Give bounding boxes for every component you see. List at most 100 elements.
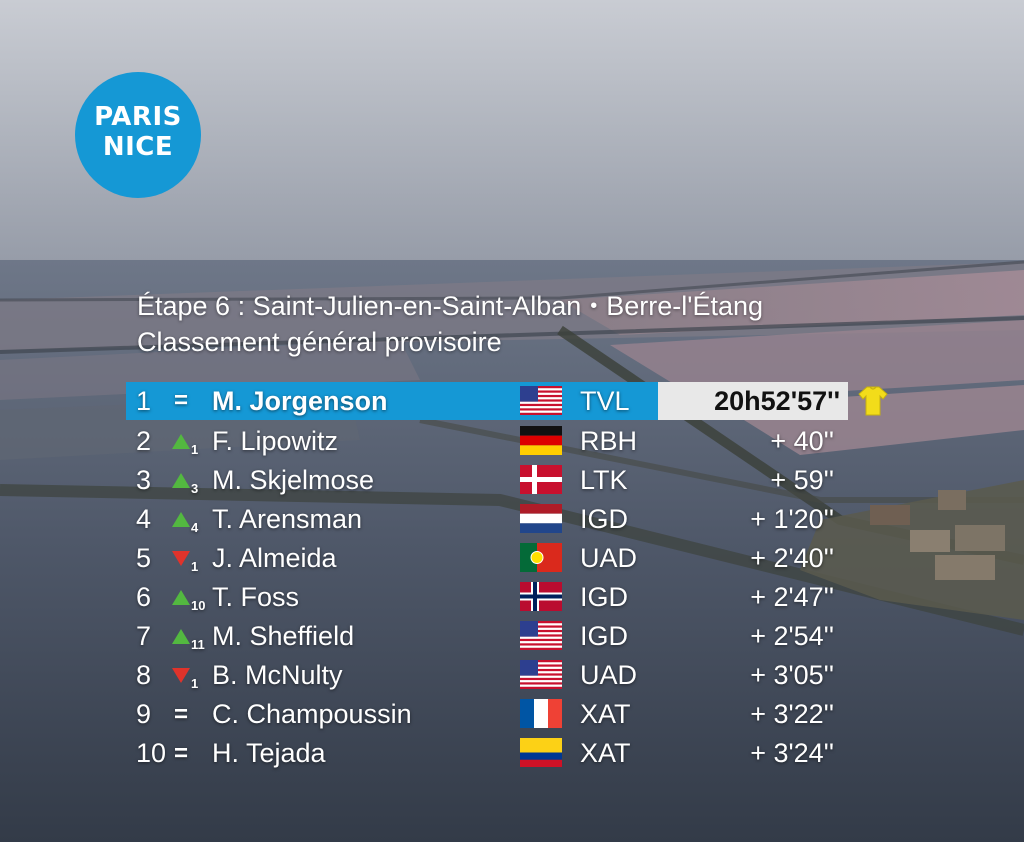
team-code: LTK bbox=[580, 465, 628, 495]
team-code: IGD bbox=[580, 582, 629, 612]
arrow-down-icon bbox=[172, 668, 190, 683]
rank-change: = bbox=[170, 695, 206, 734]
table-row: 10 = H. Tejada XAT + 3'24'' bbox=[126, 734, 886, 773]
places-lost: 1 bbox=[191, 559, 199, 574]
time-gap: + 2'47'' bbox=[750, 582, 834, 612]
team-code: TVL bbox=[580, 386, 630, 416]
places-gained: 3 bbox=[191, 481, 199, 496]
table-row: 7 11 M. Sheffield IGD + 2'54'' bbox=[126, 617, 886, 656]
rank-position: 10 bbox=[136, 738, 167, 768]
usa-flag-icon bbox=[520, 660, 562, 689]
time-gap: + 40'' bbox=[770, 426, 834, 456]
time-gap: + 2'54'' bbox=[750, 621, 834, 651]
logo-text-paris: PARIS bbox=[94, 102, 182, 132]
rank-position: 2 bbox=[136, 426, 152, 456]
arrow-up-icon bbox=[172, 629, 190, 644]
team-code: RBH bbox=[580, 426, 638, 456]
places-gained: 10 bbox=[191, 598, 206, 613]
paris-nice-logo: PARIS NICE bbox=[75, 72, 201, 198]
rider-name: M. Sheffield bbox=[212, 621, 355, 651]
table-row: 9 = C. Champoussin XAT + 3'22'' bbox=[126, 695, 886, 734]
france-flag-icon bbox=[520, 699, 562, 728]
rider-name: J. Almeida bbox=[212, 543, 337, 573]
leader-time-box bbox=[658, 382, 848, 420]
route-separator: • bbox=[590, 295, 598, 317]
rider-name: H. Tejada bbox=[212, 738, 326, 768]
unchanged-marker: = bbox=[174, 701, 189, 728]
norway-flag-icon bbox=[520, 582, 562, 611]
arrow-up-icon bbox=[172, 590, 190, 605]
team-code: UAD bbox=[580, 543, 638, 573]
rank-position: 5 bbox=[136, 543, 152, 573]
rider-name: C. Champoussin bbox=[212, 699, 412, 729]
places-gained: 4 bbox=[191, 520, 199, 535]
rank-change: 3 bbox=[170, 461, 206, 500]
rider-name: B. McNulty bbox=[212, 660, 343, 690]
rider-name: T. Arensman bbox=[212, 504, 363, 534]
arrow-up-icon bbox=[172, 473, 190, 488]
rank-change: 10 bbox=[170, 578, 206, 617]
places-gained: 11 bbox=[191, 637, 205, 652]
stage-route-end: Berre-l'Étang bbox=[606, 291, 764, 321]
leader-row: 1 = M. Jorgenson TVL 20h52'57'' bbox=[126, 382, 888, 420]
rank-position: 6 bbox=[136, 582, 152, 612]
general-classification-table: 1 = M. Jorgenson TVL 20h52'57'' 2 1 F. Lipowit… bbox=[126, 382, 888, 773]
time-gap: + 1'20'' bbox=[750, 504, 834, 534]
netherlands-flag-icon bbox=[520, 504, 562, 533]
time-gap: + 3'22'' bbox=[750, 699, 834, 729]
rank-position: 3 bbox=[136, 465, 152, 495]
unchanged-marker: = bbox=[174, 387, 189, 414]
usa-flag-icon bbox=[520, 386, 562, 415]
places-lost: 1 bbox=[191, 676, 199, 691]
standings-header: Étape 6 : Saint-Julien-en-Saint-Alban • Be… bbox=[137, 288, 763, 360]
rider-name: M. Skjelmose bbox=[212, 465, 375, 495]
rank-change: 1 bbox=[170, 539, 206, 578]
table-row: 8 1 B. McNulty UAD + 3'05'' bbox=[126, 656, 886, 695]
rider-name: F. Lipowitz bbox=[212, 426, 339, 456]
arrow-up-icon bbox=[172, 434, 190, 449]
usa-flag-icon bbox=[520, 621, 562, 650]
rider-name: T. Foss bbox=[212, 582, 300, 612]
colombia-flag-icon bbox=[520, 738, 562, 767]
leader-highlight-bar bbox=[126, 382, 658, 420]
table-row: 6 10 T. Foss IGD + 2'47'' bbox=[126, 578, 886, 617]
denmark-flag-icon bbox=[520, 465, 562, 494]
arrow-up-icon bbox=[172, 512, 190, 527]
stage-title: Étape 6 : Saint-Julien-en-Saint-Alban • Be… bbox=[137, 288, 763, 324]
rank-change: 4 bbox=[170, 500, 206, 539]
classification-title: Classement général provisoire bbox=[137, 327, 502, 357]
logo-text-nice: NICE bbox=[102, 132, 174, 162]
time-gap: + 59'' bbox=[770, 465, 834, 495]
team-code: UAD bbox=[580, 660, 638, 690]
rider-name: M. Jorgenson bbox=[212, 386, 388, 416]
rank-change: 11 bbox=[170, 617, 206, 656]
stage-route-start: Étape 6 : Saint-Julien-en-Saint-Alban bbox=[137, 291, 582, 321]
time-gap: + 3'05'' bbox=[750, 660, 834, 690]
rank-change: = bbox=[170, 734, 206, 773]
table-row: 5 1 J. Almeida UAD + 2'40'' bbox=[126, 539, 886, 578]
leader-time: 20h52'57'' bbox=[714, 386, 840, 416]
places-gained: 1 bbox=[191, 442, 199, 457]
unchanged-marker: = bbox=[174, 740, 189, 767]
time-gap: + 2'40'' bbox=[750, 543, 834, 573]
team-code: IGD bbox=[580, 621, 629, 651]
team-code: XAT bbox=[580, 738, 631, 768]
team-code: IGD bbox=[580, 504, 629, 534]
table-row: 4 4 T. Arensman IGD + 1'20'' bbox=[126, 500, 886, 539]
rank-position: 1 bbox=[136, 386, 152, 416]
arrow-down-icon bbox=[172, 551, 190, 566]
germany-flag-icon bbox=[520, 426, 562, 455]
rank-change: 1 bbox=[170, 656, 206, 695]
rank-position: 8 bbox=[136, 660, 152, 690]
portugal-flag-icon bbox=[520, 543, 562, 572]
time-gap: + 3'24'' bbox=[750, 738, 834, 768]
table-row: 2 1 F. Lipowitz RBH + 40'' bbox=[126, 422, 886, 461]
yellow-jersey-icon bbox=[858, 385, 888, 417]
rank-position: 9 bbox=[136, 699, 152, 729]
rank-position: 4 bbox=[136, 504, 152, 534]
table-row: 3 3 M. Skjelmose LTK + 59'' bbox=[126, 461, 886, 500]
rank-position: 7 bbox=[136, 621, 152, 651]
team-code: XAT bbox=[580, 699, 631, 729]
rank-change: 1 bbox=[170, 422, 206, 461]
